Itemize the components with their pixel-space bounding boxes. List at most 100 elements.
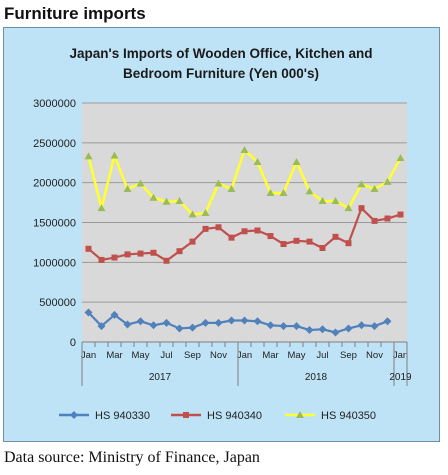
data-point xyxy=(370,322,379,331)
data-point xyxy=(124,251,131,258)
data-point xyxy=(332,233,339,240)
gridlines xyxy=(82,102,407,343)
data-point xyxy=(149,321,158,330)
x-tick-label: Jul xyxy=(316,350,328,361)
data-point xyxy=(137,250,144,257)
data-point xyxy=(267,233,274,240)
x-axis: Jan Mar May Jul Sep Nov Jan Mar May Jul Sep Nov Jan 2… xyxy=(81,341,412,386)
data-point xyxy=(306,238,313,245)
data-point xyxy=(201,208,210,216)
data-point xyxy=(357,180,366,188)
data-point xyxy=(176,248,183,255)
data-point xyxy=(296,411,304,418)
y-tick-label: 500000 xyxy=(39,297,76,309)
data-point xyxy=(396,153,405,161)
data-point xyxy=(123,185,132,193)
data-point xyxy=(149,193,158,201)
line-chart: Japan's Imports of Wooden Office, Kitche… xyxy=(3,27,440,442)
data-point xyxy=(254,227,261,234)
data-point xyxy=(215,224,222,231)
data-point xyxy=(280,241,287,248)
legend-label: HS 940350 xyxy=(321,410,376,422)
data-point xyxy=(319,244,326,251)
data-point xyxy=(292,322,301,331)
x-tick-label: Nov xyxy=(366,350,383,361)
data-point xyxy=(84,308,93,317)
data-point xyxy=(110,151,119,159)
data-point xyxy=(371,217,378,224)
data-point xyxy=(175,324,184,333)
data-point xyxy=(97,322,106,331)
data-point xyxy=(331,196,340,204)
x-tick-label: Mar xyxy=(106,350,122,361)
y-tick-label: 0 xyxy=(70,337,76,349)
data-point xyxy=(201,318,210,327)
chart-title-line-2: Bedroom Furniture (Yen 000's) xyxy=(123,66,319,81)
data-point xyxy=(279,322,288,331)
year-label: 2017 xyxy=(149,372,172,383)
data-point xyxy=(383,317,392,326)
data-point xyxy=(345,240,352,247)
data-point xyxy=(383,177,392,185)
data-point xyxy=(189,238,196,245)
data-point xyxy=(384,215,391,222)
data-point xyxy=(266,321,275,330)
legend-label: HS 940330 xyxy=(95,410,150,422)
year-label: 2019 xyxy=(389,372,412,383)
data-point xyxy=(214,318,223,327)
data-point xyxy=(305,326,314,335)
page-heading: Furniture imports xyxy=(4,4,146,23)
data-point xyxy=(136,317,145,326)
data-point xyxy=(70,411,78,419)
x-tick-label: Sep xyxy=(184,350,201,361)
data-point xyxy=(150,249,157,256)
data-source-note: Data source: Ministry of Finance, Japan xyxy=(4,449,260,466)
data-point xyxy=(84,152,93,160)
legend-item: HS 940350 xyxy=(285,410,376,422)
x-tick-label: Jul xyxy=(160,350,172,361)
x-tick-label: Mar xyxy=(262,350,278,361)
data-point xyxy=(293,237,300,244)
data-point xyxy=(397,211,404,218)
data-series xyxy=(84,146,405,337)
data-point xyxy=(227,316,236,325)
data-point xyxy=(344,204,353,212)
data-point xyxy=(253,317,262,326)
data-point xyxy=(344,324,353,333)
data-point xyxy=(162,197,171,205)
y-tick-label: 2000000 xyxy=(33,178,76,190)
year-label: 2018 xyxy=(305,372,328,383)
data-point xyxy=(228,234,235,241)
data-point xyxy=(188,323,197,332)
legend-item: HS 940340 xyxy=(171,410,262,422)
y-tick-label: 1500000 xyxy=(33,218,76,230)
series-hs-940340 xyxy=(85,205,404,264)
data-point xyxy=(318,196,327,204)
data-point xyxy=(227,185,236,193)
x-tick-label: Nov xyxy=(210,350,227,361)
x-tick-label: Jan xyxy=(237,350,252,361)
data-point xyxy=(202,225,209,232)
data-point xyxy=(183,412,189,418)
data-point xyxy=(331,328,340,337)
data-point xyxy=(358,205,365,212)
x-tick-label: Jan xyxy=(393,350,408,361)
data-point xyxy=(253,157,262,165)
data-point xyxy=(240,316,249,325)
data-point xyxy=(98,256,105,263)
data-point xyxy=(279,189,288,197)
x-tick-label: May xyxy=(132,350,150,361)
y-tick-label: 3000000 xyxy=(33,98,76,110)
x-tick-label: Jan xyxy=(81,350,96,361)
data-point xyxy=(111,254,118,261)
legend: HS 940330 HS 940340 HS 940350 xyxy=(59,410,376,422)
data-point xyxy=(136,179,145,187)
series-hs-940330 xyxy=(84,308,392,337)
data-point xyxy=(175,196,184,204)
data-point xyxy=(370,185,379,193)
x-tick-label: May xyxy=(288,350,306,361)
y-axis: 0 500000 1000000 1500000 2000000 2500000 30000… xyxy=(33,98,76,349)
data-point xyxy=(97,204,106,212)
data-point xyxy=(305,187,314,195)
legend-item: HS 940330 xyxy=(59,410,150,422)
